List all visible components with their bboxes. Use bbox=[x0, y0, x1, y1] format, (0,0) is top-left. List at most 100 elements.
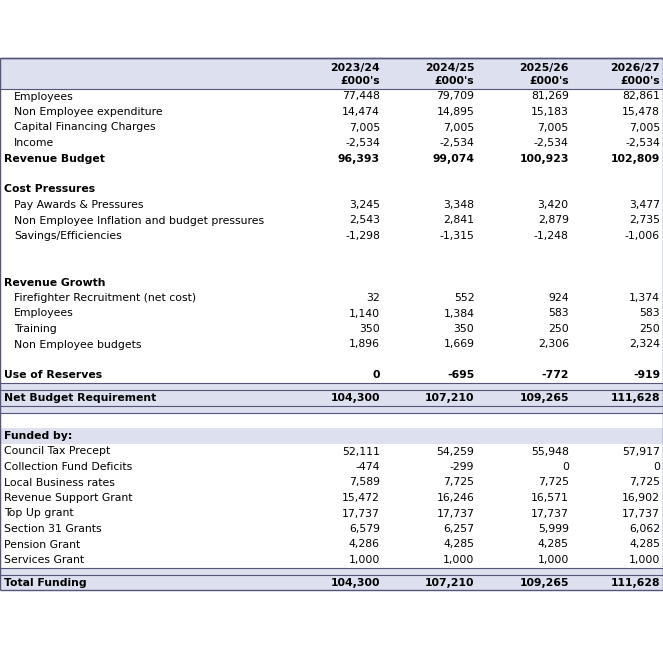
Text: 107,210: 107,210 bbox=[425, 577, 474, 588]
Text: 96,393: 96,393 bbox=[337, 154, 380, 163]
Text: 2025/26: 2025/26 bbox=[519, 64, 569, 73]
Text: -2,534: -2,534 bbox=[345, 138, 380, 148]
Text: -2,534: -2,534 bbox=[440, 138, 474, 148]
Text: 350: 350 bbox=[453, 324, 474, 334]
Text: 79,709: 79,709 bbox=[436, 91, 474, 102]
Text: Firefighter Recruitment (net cost): Firefighter Recruitment (net cost) bbox=[14, 293, 196, 303]
Text: 81,269: 81,269 bbox=[531, 91, 569, 102]
Bar bbox=[0, 321, 663, 337]
Text: 15,478: 15,478 bbox=[622, 107, 660, 117]
Text: 1,669: 1,669 bbox=[444, 340, 474, 349]
Text: 15,472: 15,472 bbox=[342, 493, 380, 503]
Text: 104,300: 104,300 bbox=[330, 393, 380, 403]
Text: Services Grant: Services Grant bbox=[4, 555, 84, 565]
Bar bbox=[0, 475, 663, 491]
Text: 2,543: 2,543 bbox=[349, 216, 380, 226]
Text: -1,298: -1,298 bbox=[345, 231, 380, 241]
Text: Section 31 Grants: Section 31 Grants bbox=[4, 524, 101, 534]
Text: Top Up grant: Top Up grant bbox=[4, 509, 74, 518]
Text: 7,725: 7,725 bbox=[444, 478, 474, 487]
Text: 552: 552 bbox=[453, 293, 474, 303]
Text: 1,000: 1,000 bbox=[443, 555, 474, 565]
Text: £000's: £000's bbox=[621, 76, 660, 86]
Text: Non Employee budgets: Non Employee budgets bbox=[14, 340, 141, 349]
Bar bbox=[0, 337, 663, 353]
Text: 250: 250 bbox=[548, 324, 569, 334]
Text: 14,474: 14,474 bbox=[342, 107, 380, 117]
Text: 0: 0 bbox=[653, 462, 660, 472]
Text: Employees: Employees bbox=[14, 91, 74, 102]
Bar bbox=[0, 213, 663, 228]
Text: 17,737: 17,737 bbox=[531, 509, 569, 518]
Text: 2024/25: 2024/25 bbox=[425, 64, 474, 73]
Bar bbox=[0, 58, 663, 89]
Text: -2,534: -2,534 bbox=[625, 138, 660, 148]
Text: 111,628: 111,628 bbox=[611, 393, 660, 403]
Text: 32: 32 bbox=[366, 293, 380, 303]
Text: 6,579: 6,579 bbox=[349, 524, 380, 534]
Bar bbox=[0, 537, 663, 552]
Text: Savings/Efficiencies: Savings/Efficiencies bbox=[14, 231, 122, 241]
Text: Pension Grant: Pension Grant bbox=[4, 540, 80, 550]
Bar bbox=[0, 459, 663, 475]
Text: 6,257: 6,257 bbox=[444, 524, 474, 534]
Text: 77,448: 77,448 bbox=[342, 91, 380, 102]
Text: 7,725: 7,725 bbox=[629, 478, 660, 487]
Text: 583: 583 bbox=[639, 308, 660, 319]
Text: 7,589: 7,589 bbox=[349, 478, 380, 487]
Bar bbox=[0, 368, 663, 383]
Text: Funded by:: Funded by: bbox=[4, 431, 72, 441]
Text: £000's: £000's bbox=[435, 76, 474, 86]
Text: 15,183: 15,183 bbox=[531, 107, 569, 117]
Bar bbox=[0, 383, 663, 390]
Text: Non Employee expenditure: Non Employee expenditure bbox=[14, 107, 162, 117]
Text: 1,000: 1,000 bbox=[349, 555, 380, 565]
Text: 2,324: 2,324 bbox=[629, 340, 660, 349]
Text: 2026/27: 2026/27 bbox=[611, 64, 660, 73]
Text: Capital Financing Charges: Capital Financing Charges bbox=[14, 122, 156, 132]
Text: 7,005: 7,005 bbox=[349, 122, 380, 132]
Text: 1,384: 1,384 bbox=[444, 308, 474, 319]
Bar bbox=[0, 167, 663, 181]
Text: 4,285: 4,285 bbox=[444, 540, 474, 550]
Text: 1,000: 1,000 bbox=[538, 555, 569, 565]
Text: 52,111: 52,111 bbox=[342, 446, 380, 456]
Text: 924: 924 bbox=[548, 293, 569, 303]
Text: 4,285: 4,285 bbox=[538, 540, 569, 550]
Text: 3,348: 3,348 bbox=[444, 200, 474, 210]
Text: 2,879: 2,879 bbox=[538, 216, 569, 226]
Text: -1,315: -1,315 bbox=[440, 231, 474, 241]
Bar bbox=[0, 135, 663, 151]
Bar bbox=[0, 428, 663, 444]
Text: 0: 0 bbox=[373, 371, 380, 380]
Text: Pay Awards & Pressures: Pay Awards & Pressures bbox=[14, 200, 143, 210]
Text: 102,809: 102,809 bbox=[611, 154, 660, 163]
Bar bbox=[0, 568, 663, 575]
Text: Collection Fund Deficits: Collection Fund Deficits bbox=[4, 462, 132, 472]
Text: 6,062: 6,062 bbox=[629, 524, 660, 534]
Text: 17,737: 17,737 bbox=[342, 509, 380, 518]
Text: 1,000: 1,000 bbox=[629, 555, 660, 565]
Text: Non Employee Inflation and budget pressures: Non Employee Inflation and budget pressu… bbox=[14, 216, 264, 226]
Text: 7,005: 7,005 bbox=[443, 122, 474, 132]
Text: 99,074: 99,074 bbox=[432, 154, 474, 163]
Text: Net Budget Requirement: Net Budget Requirement bbox=[4, 393, 156, 403]
Text: 100,923: 100,923 bbox=[519, 154, 569, 163]
Bar bbox=[0, 244, 663, 259]
Text: 7,005: 7,005 bbox=[538, 122, 569, 132]
Text: 2023/24: 2023/24 bbox=[330, 64, 380, 73]
Bar bbox=[0, 228, 663, 244]
Text: 350: 350 bbox=[359, 324, 380, 334]
Text: 104,300: 104,300 bbox=[330, 577, 380, 588]
Bar bbox=[0, 120, 663, 135]
Bar bbox=[0, 552, 663, 568]
Text: £000's: £000's bbox=[529, 76, 569, 86]
Text: 14,895: 14,895 bbox=[436, 107, 474, 117]
Text: 4,285: 4,285 bbox=[629, 540, 660, 550]
Bar bbox=[0, 390, 663, 406]
Bar bbox=[0, 104, 663, 120]
Text: 57,917: 57,917 bbox=[622, 446, 660, 456]
Bar bbox=[0, 444, 663, 459]
Text: -772: -772 bbox=[541, 371, 569, 380]
Text: Local Business rates: Local Business rates bbox=[4, 478, 115, 487]
